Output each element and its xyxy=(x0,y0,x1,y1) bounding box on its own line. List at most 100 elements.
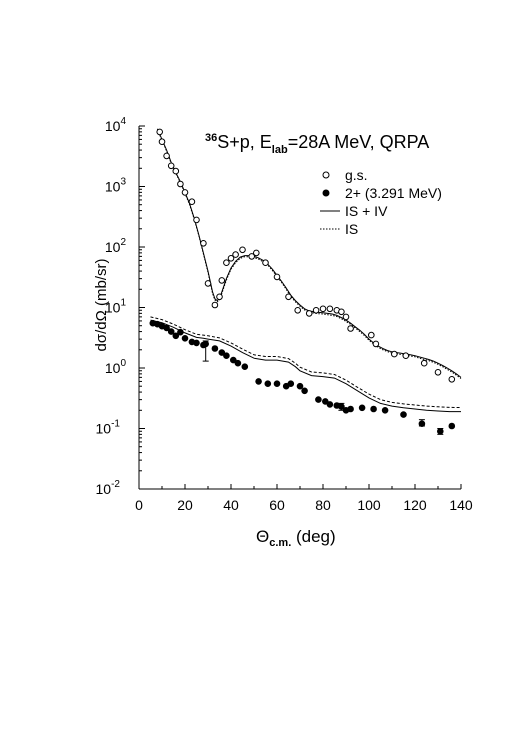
excited-state-data-point xyxy=(255,378,262,385)
gs-data-point xyxy=(216,293,223,301)
curve-2-is-iv xyxy=(150,319,461,413)
gs-data-point xyxy=(200,240,207,247)
gs-data-point xyxy=(248,253,255,260)
gs-data-point xyxy=(167,162,175,170)
data-points xyxy=(149,128,456,435)
legend-marker-filled-circle xyxy=(322,189,330,197)
excited-state-data-point xyxy=(241,363,249,371)
gs-data-point xyxy=(211,301,219,309)
excited-state-data-point xyxy=(418,420,426,428)
excited-state-data-point xyxy=(358,404,366,412)
legend-label-is-iv: IS + IV xyxy=(345,203,388,219)
excited-state-data-point xyxy=(181,335,189,342)
gs-data-point xyxy=(156,128,163,136)
y-tick-label: 10-2 xyxy=(96,479,121,497)
gs-data-point xyxy=(172,167,180,175)
x-label-unit: (deg) xyxy=(291,527,335,546)
x-tick-label: 0 xyxy=(135,497,143,513)
legend-label-gs: g.s. xyxy=(345,167,368,183)
gs-data-point xyxy=(434,369,442,376)
gs-data-point xyxy=(285,293,292,301)
gs-data-point xyxy=(262,259,269,267)
y-tick-label: 10-1 xyxy=(96,419,121,437)
gs-data-point xyxy=(326,305,334,313)
excited-state-data-point xyxy=(167,328,175,335)
gs-data-point xyxy=(347,325,354,332)
excited-state-data-point xyxy=(193,339,200,347)
gs-data-point xyxy=(193,216,200,224)
excited-state-data-point xyxy=(347,405,354,413)
y-tick-label: 103 xyxy=(105,177,127,195)
excited-state-data-point xyxy=(296,382,304,390)
legend-marker-open-circle xyxy=(322,171,330,179)
curve-2-is xyxy=(150,316,462,408)
excited-state-data-point xyxy=(381,407,389,414)
y-axis-label: dσ/dΩ (mb/sr) xyxy=(93,259,110,352)
title-subscript: lab xyxy=(272,144,288,156)
excited-state-data-point xyxy=(287,380,295,388)
x-tick-label: 140 xyxy=(449,497,473,513)
gs-data-point xyxy=(305,310,313,317)
x-tick-label: 60 xyxy=(269,497,285,513)
gs-data-point xyxy=(420,359,428,367)
gs-data-point xyxy=(163,152,170,160)
y-tick-label: 102 xyxy=(105,237,127,255)
gs-data-point xyxy=(239,246,246,254)
legend-label-2plus: 2+ (3.291 MeV) xyxy=(345,185,442,201)
legend-label-is: IS xyxy=(345,221,358,237)
y-tick-label: 101 xyxy=(105,298,127,316)
gs-data-point xyxy=(342,313,350,321)
x-tick-label: 80 xyxy=(315,497,331,513)
gs-data-point xyxy=(227,254,235,262)
x-tick-label: 40 xyxy=(223,497,239,513)
x-tick-label: 20 xyxy=(177,497,193,513)
x-tick-label: 120 xyxy=(403,497,427,513)
gs-data-point xyxy=(218,277,226,284)
excited-state-data-point xyxy=(322,398,329,405)
theory-curves xyxy=(150,128,462,413)
y-tick-label: 100 xyxy=(105,358,127,376)
excited-state-data-point xyxy=(211,345,219,352)
gs-data-point xyxy=(204,280,212,287)
excited-state-data-point xyxy=(315,396,322,403)
excited-state-data-point xyxy=(338,403,345,410)
gs-data-point xyxy=(294,307,302,314)
gs-data-point xyxy=(338,308,345,316)
title-energy-model: =28A MeV, QRPA xyxy=(288,132,430,152)
legend: g.s. 2+ (3.291 MeV) IS + IV IS xyxy=(320,167,442,237)
gs-data-point xyxy=(188,198,196,205)
excited-state-data-point xyxy=(370,405,377,413)
gs-data-point xyxy=(312,307,320,314)
curve-g-s-is-iv xyxy=(156,128,462,378)
excited-state-data-point xyxy=(223,352,230,360)
gs-data-point xyxy=(232,251,239,258)
excited-state-data-point xyxy=(448,422,456,430)
excited-state-data-point xyxy=(172,332,180,340)
gs-data-point xyxy=(402,352,410,360)
excited-state-data-point xyxy=(218,349,226,356)
chart-title: 36S+p, Elab=28A MeV, QRPA xyxy=(205,132,429,156)
excited-state-data-point xyxy=(273,380,281,388)
excited-state-data-point xyxy=(234,359,242,367)
x-tick-label: 100 xyxy=(357,497,381,513)
gs-data-point xyxy=(223,259,230,267)
excited-state-data-point xyxy=(400,411,407,418)
gs-data-point xyxy=(368,331,375,339)
excited-state-data-point xyxy=(326,401,334,408)
title-mass-number: 36 xyxy=(205,132,217,144)
excited-state-data-point xyxy=(264,380,272,388)
excited-state-data-point xyxy=(202,340,209,348)
x-label-theta: Θ xyxy=(256,527,269,546)
gs-data-point xyxy=(273,273,281,281)
excited-state-data-point xyxy=(177,328,184,336)
gs-data-point xyxy=(319,305,327,313)
excited-state-data-point xyxy=(437,428,444,435)
gs-data-point xyxy=(181,189,189,196)
excited-state-data-point xyxy=(163,324,170,332)
gs-data-point xyxy=(177,180,184,188)
gs-data-point xyxy=(252,249,260,257)
gs-data-point xyxy=(391,350,398,358)
gs-data-point xyxy=(158,138,166,145)
excited-state-data-point xyxy=(301,387,308,395)
